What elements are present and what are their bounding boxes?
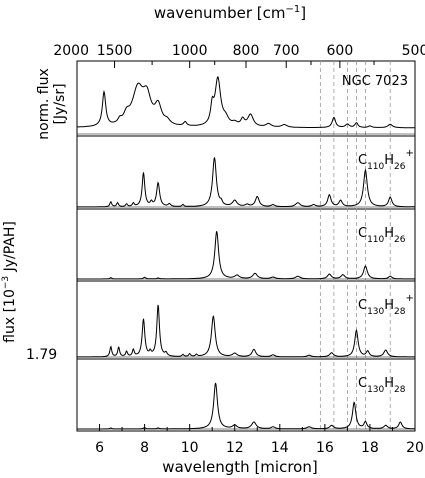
y-axis-title-top-line2: [Jy/sr] xyxy=(52,83,68,124)
y-axis-title-top-line1: norm. flux xyxy=(36,68,52,139)
y-axis-title-bottom: flux [10−3 Jy/PAH] xyxy=(1,221,18,343)
panel-frame-5 xyxy=(76,358,416,432)
x-tick-label: 14 xyxy=(271,440,289,456)
spectrum-line-2 xyxy=(77,157,415,208)
scale-value-label: 1.79 xyxy=(26,347,57,363)
top-tick-label: 2000 xyxy=(53,43,89,59)
y-axis-title-exponent: −3 xyxy=(1,276,11,289)
x-tick-label: 18 xyxy=(361,440,379,456)
reference-lines xyxy=(319,61,391,431)
series-label-3: C110H26 xyxy=(358,226,406,245)
axis-ticks: 6 8 10 12 14 16 18 20 2000 1500 1000 800 700 600 500 xyxy=(53,43,425,456)
top-tick-label: 1000 xyxy=(172,43,208,59)
top-axis-title-exponent: −1 xyxy=(285,4,300,15)
x-tick-label: 12 xyxy=(226,440,244,456)
x-tick-label: 20 xyxy=(406,440,424,456)
top-tick-label: 700 xyxy=(273,43,300,59)
series-label-4: C130H28+ xyxy=(358,293,414,317)
spectrum-line-4 xyxy=(77,304,415,358)
spectrum-line-1 xyxy=(76,76,415,129)
panel-labels: NGC 7023 C110H26+ C110H26 C130H28+ C130H28 xyxy=(342,74,414,395)
panel-frame-1 xyxy=(76,60,416,137)
top-tick-label: 1500 xyxy=(97,43,133,59)
panel-frame-2 xyxy=(76,135,416,210)
top-tick-label: 800 xyxy=(233,43,260,59)
spectrum-curves xyxy=(76,76,415,430)
top-tick-label: 600 xyxy=(327,43,354,59)
spectrum-panels xyxy=(76,60,416,432)
top-tick-label: 500 xyxy=(402,43,425,59)
panel-frame-4 xyxy=(76,280,416,360)
x-tick-label: 8 xyxy=(140,440,149,456)
x-tick-label: 6 xyxy=(95,440,104,456)
x-tick-label: 16 xyxy=(316,440,334,456)
series-label-1: NGC 7023 xyxy=(342,74,408,89)
series-label-2: C110H26+ xyxy=(358,148,414,172)
top-axis-title: wavenumber [cm−1] xyxy=(154,4,306,22)
series-label-5: C130H28 xyxy=(358,376,406,395)
x-axis-title: wavelength [micron] xyxy=(162,458,317,476)
x-tick-label: 10 xyxy=(181,440,199,456)
